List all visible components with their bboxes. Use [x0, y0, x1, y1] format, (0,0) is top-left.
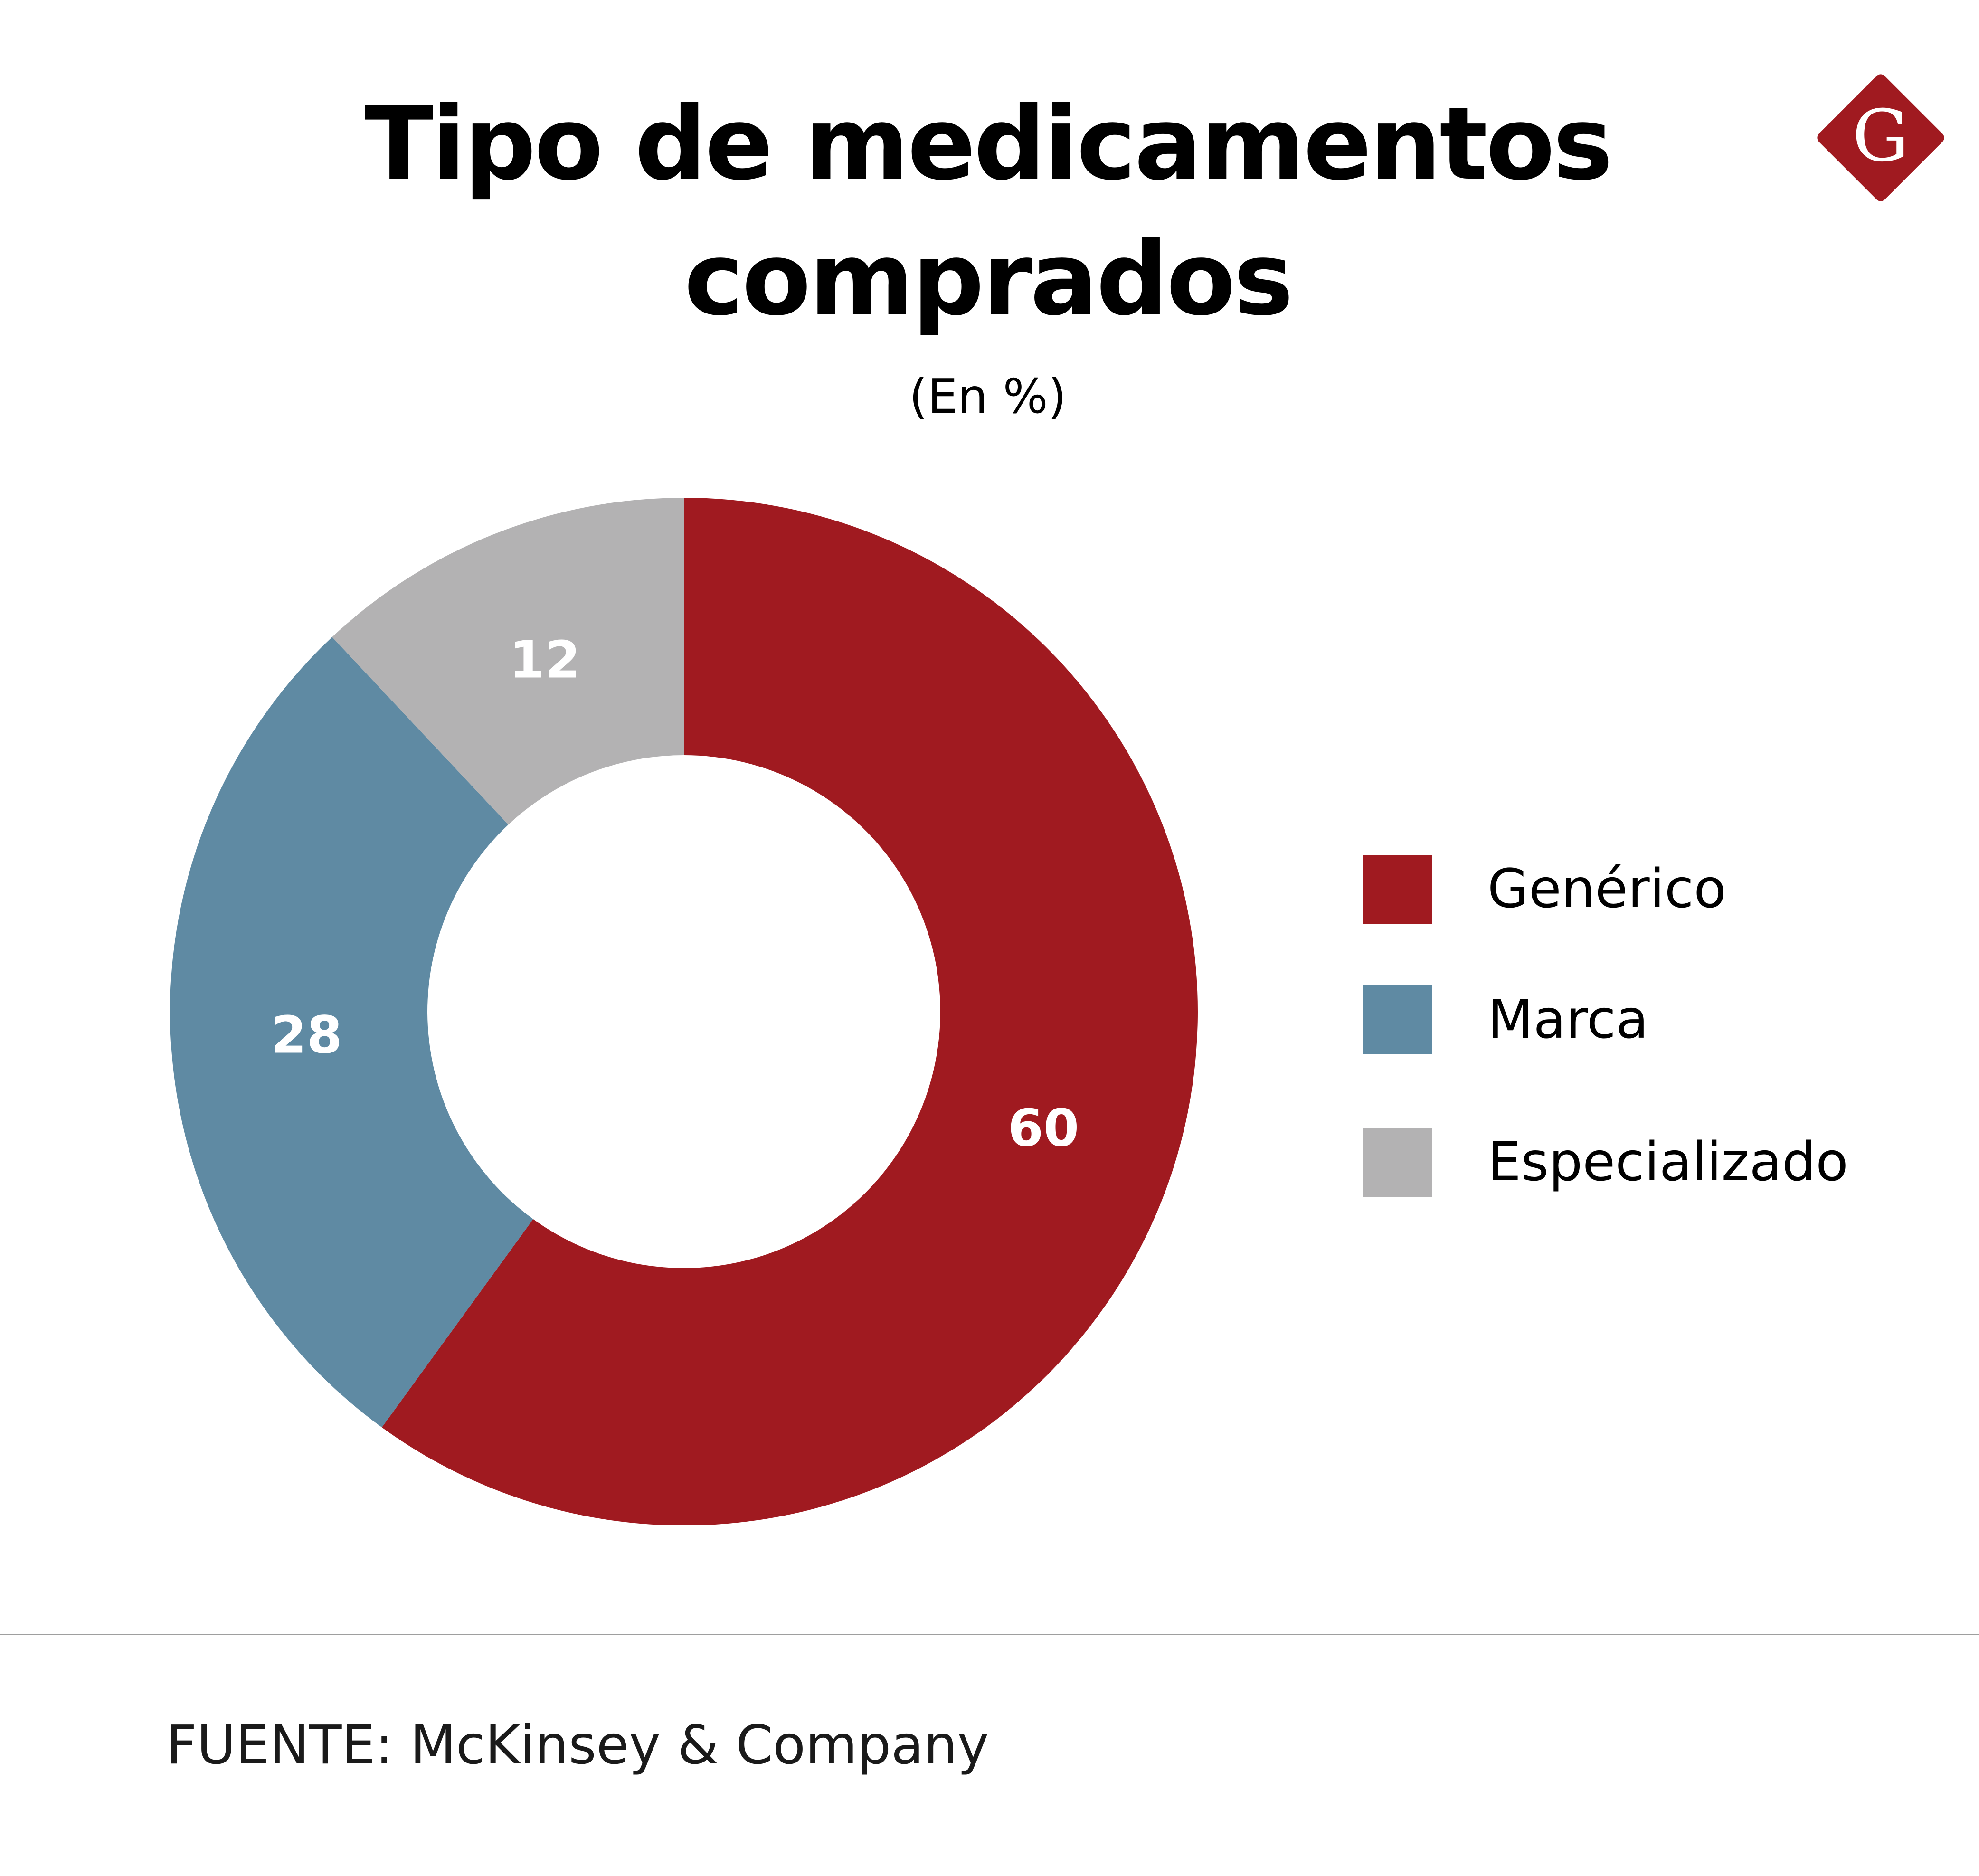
logo-letter: G	[1852, 95, 1909, 178]
legend-swatch-especializado	[1363, 1128, 1432, 1197]
donut-slices	[170, 498, 1198, 1525]
legend-swatch-marca	[1363, 985, 1432, 1054]
donut-slice-generico	[382, 498, 1198, 1525]
legend-item-marca: Marca	[1363, 985, 1957, 1054]
legend-swatch-generico	[1363, 855, 1432, 924]
legend-item-especializado: Especializado	[1363, 1128, 1957, 1197]
legend-label-marca: Marca	[1487, 989, 1649, 1051]
chart-title: Tipo de medicamentos comprados	[304, 76, 1672, 347]
slice-value-label-marca: 28	[271, 1005, 342, 1065]
legend-label-especializado: Especializado	[1487, 1131, 1848, 1193]
slice-value-label-especializado: 12	[509, 630, 580, 690]
slice-value-label-generico: 60	[1008, 1099, 1079, 1158]
donut-chart: 60 28 12	[170, 498, 1198, 1525]
chart-title-line-1: Tipo de medicamentos	[364, 85, 1613, 202]
logo-diamond	[1817, 74, 1944, 201]
publisher-logo: G	[1817, 74, 1944, 201]
donut-slice-especializado	[332, 498, 684, 825]
legend-label-generico: Genérico	[1487, 858, 1726, 920]
source-note: FUENTE: McKinsey & Company	[166, 1715, 989, 1776]
donut-slice-marca	[170, 637, 533, 1428]
footer-divider	[0, 1634, 1979, 1635]
donut-slice-labels: 60 28 12	[271, 630, 1079, 1158]
chart-subtitle: (En %)	[909, 369, 1067, 424]
chart-title-line-2: comprados	[684, 220, 1293, 338]
legend-item-generico: Genérico	[1363, 855, 1957, 924]
